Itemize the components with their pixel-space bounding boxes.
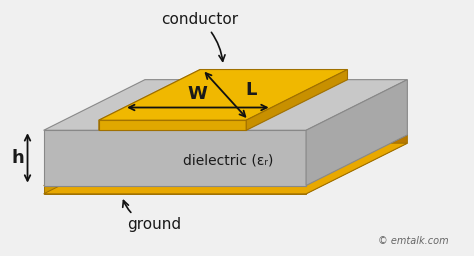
Polygon shape — [44, 80, 407, 130]
Text: dielectric (εᵣ): dielectric (εᵣ) — [182, 153, 273, 167]
Text: W: W — [188, 85, 208, 103]
Text: conductor: conductor — [162, 12, 239, 61]
Polygon shape — [306, 135, 407, 194]
Polygon shape — [44, 143, 407, 194]
Polygon shape — [99, 70, 347, 120]
Text: L: L — [245, 81, 256, 99]
Text: © emtalk.com: © emtalk.com — [378, 236, 449, 246]
Polygon shape — [99, 70, 200, 130]
Polygon shape — [246, 70, 347, 130]
Polygon shape — [44, 186, 306, 194]
Polygon shape — [44, 130, 306, 186]
Text: h: h — [12, 149, 25, 167]
Polygon shape — [44, 135, 407, 186]
Polygon shape — [99, 120, 246, 130]
Polygon shape — [306, 80, 407, 186]
Text: ground: ground — [123, 200, 181, 232]
